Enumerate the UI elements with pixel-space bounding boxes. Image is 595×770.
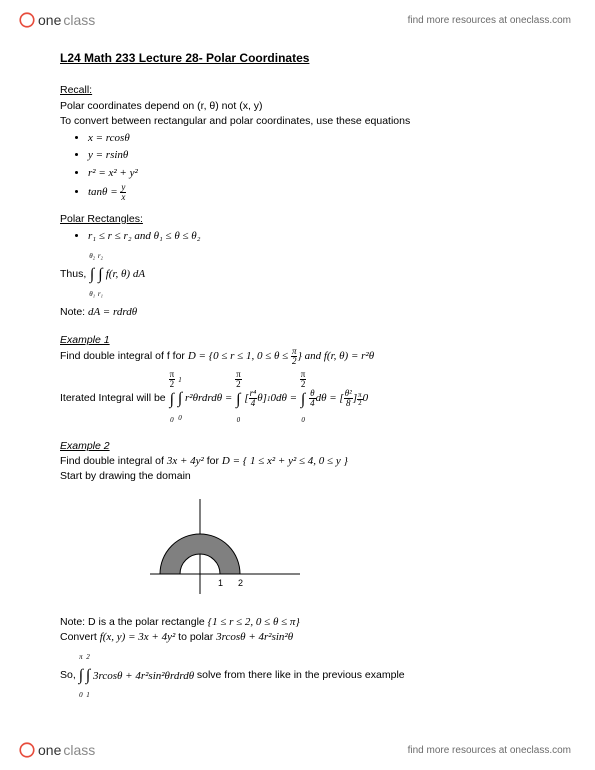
thus-line: Thus, θ₂∫θ₁ r₂∫r₁ f(r, θ) dA (60, 248, 545, 301)
example2-so: So, π∫0 2∫1 3rcosθ + 4r²sin²θrdrdθ solve… (60, 649, 545, 702)
page-footer: oneclass find more resources at oneclass… (0, 736, 595, 764)
document-body: L24 Math 233 Lecture 28- Polar Coordinat… (60, 50, 545, 707)
polar-rect-list: r₁ ≤ r ≤ r₂ and θ₁ ≤ θ ≤ θ₂ (88, 229, 545, 244)
ex2-so-tail: solve from there like in the previous ex… (197, 670, 405, 682)
ex2-conv-b: f(x, y) = 3x + 4y² (100, 631, 176, 643)
axis-label-1: 1 (218, 578, 223, 588)
eq-tan: tanθ = yx (88, 183, 545, 202)
example1-line1: Find double integral of f for D = {0 ≤ r… (60, 347, 545, 366)
brand-part1-footer: one (38, 742, 61, 758)
recall-equations: x = rcosθ y = rsinθ r² = x² + y² tanθ = … (88, 131, 545, 202)
ex2-note-b: {1 ≤ r ≤ 2, 0 ≤ θ ≤ π} (208, 616, 300, 628)
logo-icon-footer (18, 741, 36, 759)
ex2-so-math: π∫0 2∫1 3rcosθ + 4r²sin²θrdrdθ (79, 670, 197, 682)
example2-convert: Convert f(x, y) = 3x + 4y² to polar 3rco… (60, 630, 545, 645)
logo-icon (18, 11, 36, 29)
brand-part2-footer: class (63, 742, 95, 758)
eq-x: x = rcosθ (88, 131, 545, 146)
ex1-text-a: Find double integral of f for (60, 350, 188, 362)
note-label: Note: (60, 306, 88, 318)
ex2-b: 3x + 4y² (167, 455, 204, 467)
page-title: L24 Math 233 Lecture 28- Polar Coordinat… (60, 50, 545, 67)
example2-head: Example 2 (60, 439, 545, 454)
ex2-note-a: Note: D is a the polar rectangle (60, 616, 208, 628)
recall-line2: To convert between rectangular and polar… (60, 114, 545, 129)
footer-link[interactable]: find more resources at oneclass.com (408, 745, 571, 756)
ex2-so-label: So, (60, 670, 79, 682)
recall-line1: Polar coordinates depend on (r, θ) not (… (60, 99, 545, 114)
header-link[interactable]: find more resources at oneclass.com (408, 15, 571, 26)
example1-head: Example 1 (60, 333, 545, 348)
eq-r2: r² = x² + y² (88, 166, 545, 181)
axis-label-2: 2 (238, 578, 243, 588)
note-math: dA = rdrdθ (88, 306, 137, 318)
brand-part1: one (38, 12, 61, 28)
polar-rect-head: Polar Rectangles: (60, 212, 545, 227)
ex1-domain: D = {0 ≤ r ≤ 1, 0 ≤ θ ≤ π2} and f(r, θ) … (188, 350, 374, 362)
recall-line1-text: Polar coordinates depend on (r, θ) not (… (60, 100, 263, 112)
example2-line2: Start by drawing the domain (60, 469, 545, 484)
brand-part2: class (63, 12, 95, 28)
eq-tan-left: tanθ = (88, 186, 120, 198)
ex2-conv-d: 3rcosθ + 4r²sin²θ (216, 631, 293, 643)
annulus-diagram: 1 2 (140, 494, 545, 609)
ex2-conv-a: Convert (60, 631, 100, 643)
ex2-d: D = { 1 ≤ x² + y² ≤ 4, 0 ≤ y } (222, 455, 348, 467)
ex2-conv-c: to polar (178, 631, 216, 643)
eq-y: y = rsinθ (88, 148, 545, 163)
ex1-iter-math: π2∫0 1∫0 r²θrdrdθ = π2∫0 [r⁴4θ]10dθ = π2… (169, 392, 369, 404)
note-dA: Note: dA = rdrdθ (60, 305, 545, 320)
ex1-domain-b: } and f(r, θ) = r²θ (297, 350, 374, 362)
polar-rect-eq: r₁ ≤ r ≤ r₂ and θ₁ ≤ θ ≤ θ₂ (88, 229, 545, 244)
recall-head: Recall: (60, 83, 545, 98)
page-header: oneclass find more resources at oneclass… (0, 6, 595, 34)
ex1-iter-label: Iterated Integral will be (60, 392, 169, 404)
thus-math: f(r, θ) dA (106, 268, 145, 280)
brand-logo: oneclass (18, 11, 95, 29)
brand-logo-footer: oneclass (18, 741, 95, 759)
frac-y-x: yx (120, 183, 126, 202)
example2-note: Note: D is a the polar rectangle {1 ≤ r … (60, 615, 545, 630)
ex2-so-expr: 3rcosθ + 4r²sin²θrdrdθ (93, 670, 194, 682)
example1-line2: Iterated Integral will be π2∫0 1∫0 r²θrd… (60, 370, 545, 427)
ex2-c: for (207, 455, 222, 467)
thus-label: Thus, (60, 268, 89, 280)
example2-line1: Find double integral of 3x + 4y² for D =… (60, 454, 545, 469)
thus-integral: θ₂∫θ₁ r₂∫r₁ f(r, θ) dA (89, 268, 145, 280)
ex2-a: Find double integral of (60, 455, 167, 467)
ex1-domain-a: D = {0 ≤ r ≤ 1, 0 ≤ θ ≤ (188, 350, 291, 362)
